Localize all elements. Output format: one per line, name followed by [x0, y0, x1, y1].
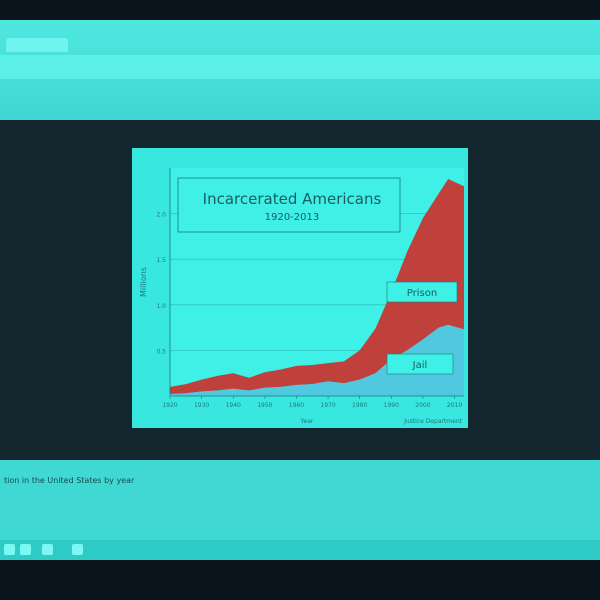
x-tick-label: 1980 — [352, 402, 367, 409]
x-tick-label: 1990 — [384, 402, 399, 409]
incarceration-chart: 0.5 1.0 1.5 2.0 1920 1930 1940 1950 1960 1970 1980… — [139, 168, 464, 425]
address-bar[interactable] — [0, 55, 600, 79]
browser-chrome — [0, 20, 600, 120]
jail-label-box — [386, 353, 454, 375]
page-footer: tion in the United States by year — [0, 460, 600, 540]
x-tick-label: 1920 — [162, 402, 177, 409]
jail-area — [170, 324, 464, 396]
x-tick-label: 2000 — [415, 402, 430, 409]
chart-slide: 0.5 1.0 1.5 2.0 1920 1930 1940 1950 1960 1970 1980… — [132, 148, 468, 428]
browser-tab[interactable] — [6, 38, 68, 52]
bookmarks-bar — [0, 82, 600, 102]
jail-label: Jail — [412, 360, 428, 371]
x-axis-label: Year — [300, 418, 314, 425]
app-icon[interactable] — [72, 544, 83, 555]
prison-area — [170, 178, 464, 395]
y-tick-label: 2.0 — [156, 212, 166, 219]
image-caption: tion in the United States by year — [4, 476, 135, 485]
prison-label: Prison — [407, 288, 437, 299]
source-label: Justice Department — [403, 418, 463, 425]
browser-icon[interactable] — [20, 544, 31, 555]
x-tick-label: 1950 — [257, 402, 272, 409]
screen: 0.5 1.0 1.5 2.0 1920 1930 1940 1950 1960 1970 1980… — [0, 20, 600, 560]
taskbar — [0, 540, 600, 560]
title-box — [177, 177, 401, 233]
x-tick-label: 1940 — [226, 402, 241, 409]
y-axis-label: Millions — [139, 267, 148, 297]
y-tick-label: 0.5 — [156, 348, 166, 355]
y-tick-label: 1.5 — [156, 257, 166, 264]
x-tick-label: 1960 — [289, 402, 304, 409]
chart-title: Incarcerated Americans — [203, 190, 382, 208]
y-tick-label: 1.0 — [156, 303, 166, 310]
prison-label-box — [386, 281, 458, 303]
folder-icon[interactable] — [42, 544, 53, 555]
start-icon[interactable] — [4, 544, 15, 555]
chart-subtitle: 1920-2013 — [265, 212, 320, 223]
x-tick-label: 1930 — [194, 402, 209, 409]
x-tick-label: 1970 — [320, 402, 335, 409]
x-tick-label: 2010 — [447, 402, 462, 409]
